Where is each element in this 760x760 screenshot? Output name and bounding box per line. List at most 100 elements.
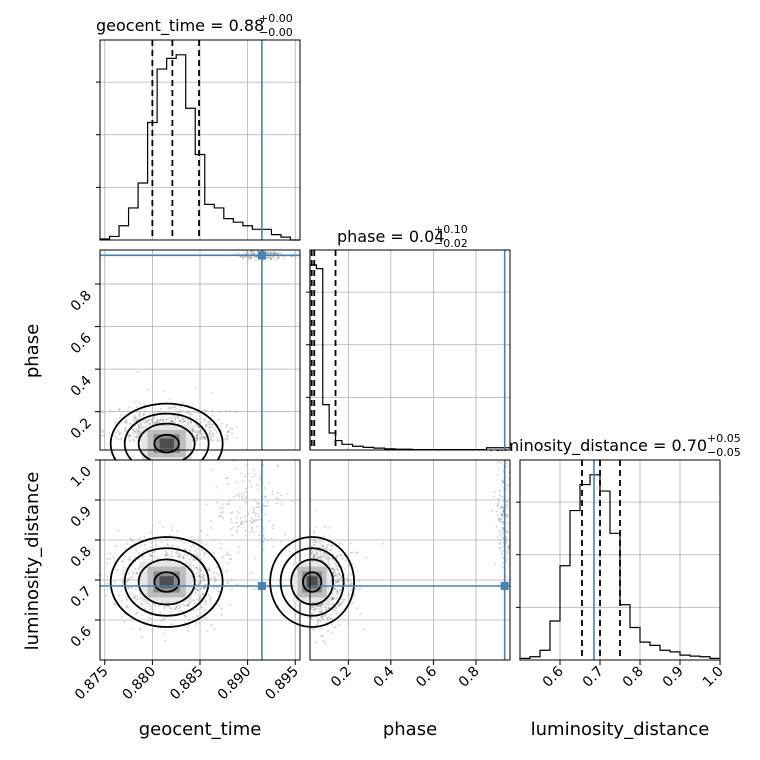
sample-point xyxy=(149,531,152,534)
sample-point xyxy=(339,603,342,606)
sample-point xyxy=(356,607,358,610)
sample-point xyxy=(256,483,259,486)
sample-point xyxy=(272,250,275,253)
frame-geocent_time xyxy=(99,39,301,241)
sample-point xyxy=(172,414,175,417)
sample-point xyxy=(167,554,170,557)
sample-point xyxy=(209,597,212,600)
sample-point xyxy=(177,546,180,549)
sample-point xyxy=(276,252,279,255)
sample-point xyxy=(204,586,206,589)
sample-point xyxy=(156,557,158,560)
sample-point xyxy=(148,419,151,422)
sample-point xyxy=(263,258,265,261)
sample-point xyxy=(136,431,139,434)
sample-point xyxy=(274,251,277,254)
sample-point xyxy=(336,580,339,583)
sample-point xyxy=(292,252,295,255)
sample-point xyxy=(129,434,132,437)
sample-point xyxy=(349,542,352,545)
sample-point xyxy=(121,581,124,584)
sample-point xyxy=(321,608,324,611)
sample-point xyxy=(143,412,146,415)
sample-point xyxy=(506,513,509,516)
sample-point xyxy=(147,602,150,605)
sample-point xyxy=(228,499,231,502)
sample-point xyxy=(333,574,336,577)
sample-point xyxy=(153,411,156,414)
sample-point xyxy=(172,421,174,424)
sample-point xyxy=(324,558,327,560)
sample-point xyxy=(178,604,181,607)
sample-point xyxy=(495,510,498,513)
sample-point xyxy=(142,413,145,416)
sample-point xyxy=(151,421,154,424)
sample-point xyxy=(235,437,238,439)
sample-point xyxy=(323,606,326,609)
sample-point xyxy=(139,562,142,565)
sample-point xyxy=(225,434,228,437)
sample-point xyxy=(132,572,135,575)
sample-point xyxy=(312,556,315,559)
sample-point xyxy=(162,418,165,421)
sample-point xyxy=(179,559,182,562)
sample-point xyxy=(271,493,274,495)
panel-hist-geocent_time xyxy=(96,39,301,241)
sample-point xyxy=(213,428,216,431)
sample-point xyxy=(246,472,249,475)
sample-point xyxy=(318,607,321,610)
sample-point xyxy=(198,575,201,578)
sample-point xyxy=(137,425,140,428)
sample-point xyxy=(166,543,169,546)
sample-point xyxy=(498,494,501,497)
sample-point xyxy=(323,551,326,554)
sample-point xyxy=(198,597,201,600)
ytick-label-luminosity-distance-4: 1.0 xyxy=(68,464,95,491)
sample-point xyxy=(280,252,283,255)
sample-point xyxy=(125,430,128,433)
sample-point xyxy=(186,423,189,426)
sample-point xyxy=(170,551,173,553)
sample-point xyxy=(125,418,128,421)
sample-point xyxy=(338,554,341,557)
sample-point xyxy=(136,429,139,432)
sample-point xyxy=(281,503,284,506)
sample-point xyxy=(125,421,128,424)
sample-point xyxy=(258,534,261,537)
sample-point xyxy=(335,606,338,609)
sample-point xyxy=(269,257,272,260)
sample-point xyxy=(138,415,141,418)
sample-point xyxy=(499,538,502,541)
sample-point xyxy=(253,252,256,255)
sample-point xyxy=(321,547,324,550)
sample-point xyxy=(502,557,505,559)
sample-point xyxy=(112,556,115,558)
sample-point xyxy=(195,591,197,594)
sample-point xyxy=(250,521,253,524)
sample-point xyxy=(262,540,265,543)
sample-point xyxy=(104,594,107,597)
sample-point xyxy=(156,418,159,421)
sample-point xyxy=(333,597,336,599)
sample-point xyxy=(204,600,207,603)
sample-point xyxy=(197,432,200,435)
sample-point xyxy=(268,482,271,484)
sample-point xyxy=(181,417,184,420)
frame-luminosity_distance xyxy=(519,459,721,661)
sample-point xyxy=(321,603,323,605)
sample-point xyxy=(138,426,141,429)
sample-point xyxy=(170,623,173,626)
sample-point xyxy=(245,464,248,467)
sample-point xyxy=(250,250,253,253)
sample-point xyxy=(161,618,164,621)
sample-point xyxy=(320,610,323,613)
sample-point xyxy=(334,587,337,590)
sample-point xyxy=(205,408,208,411)
sample-point xyxy=(499,541,502,544)
sample-point xyxy=(250,485,253,488)
sample-point xyxy=(135,435,138,438)
sample-point xyxy=(317,619,320,622)
sample-point xyxy=(134,596,137,599)
sample-point xyxy=(149,617,152,620)
sample-point xyxy=(263,527,265,530)
